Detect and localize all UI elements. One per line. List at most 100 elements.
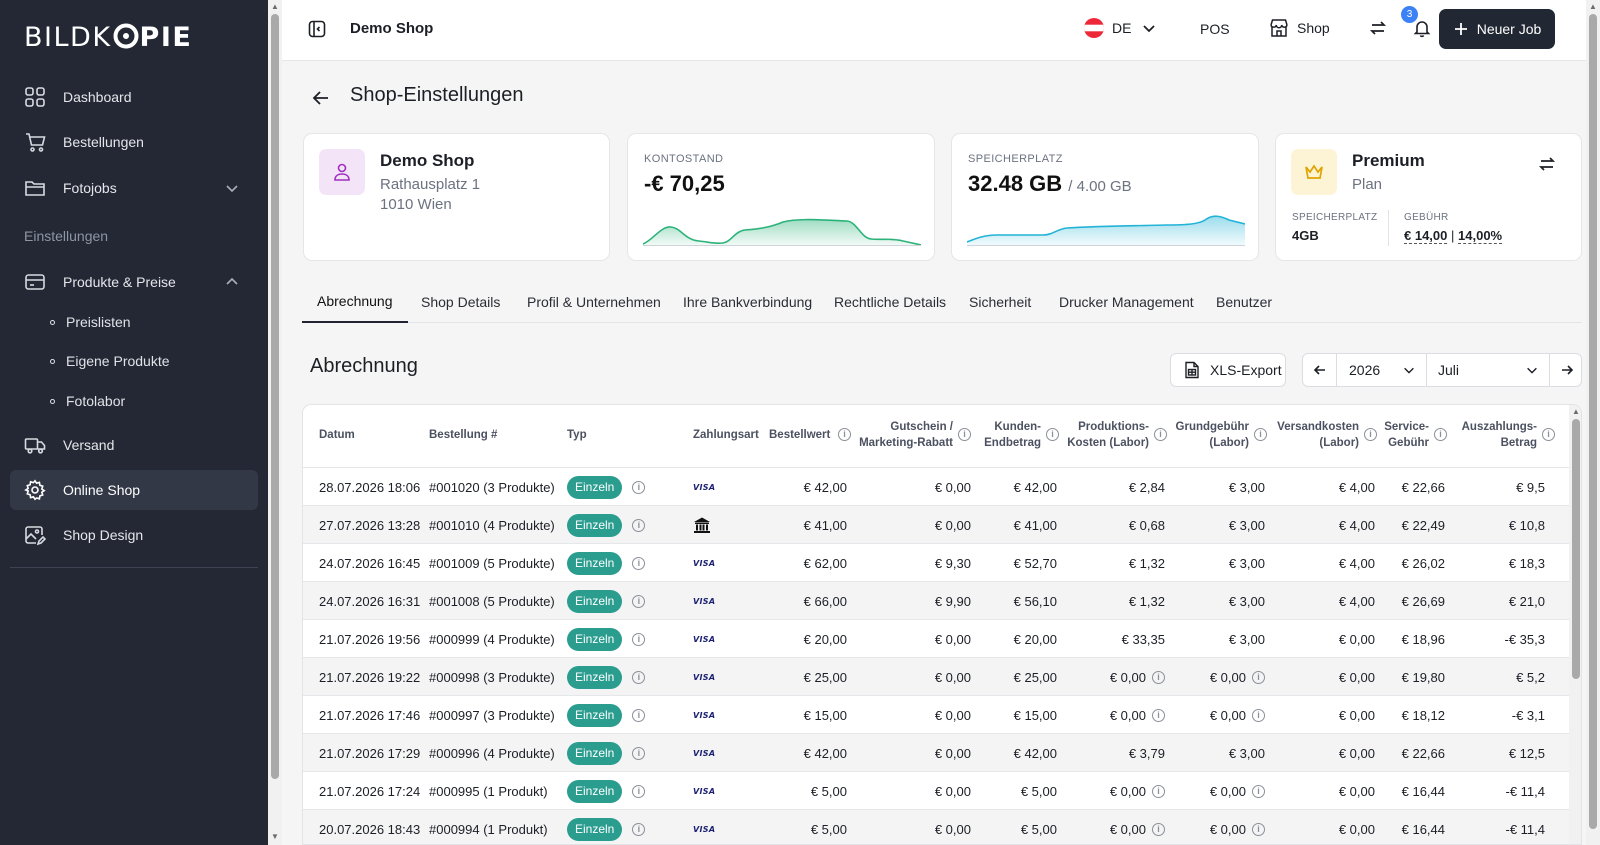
info-icon[interactable]: i (1152, 670, 1165, 684)
sidebar-item-fotojobs[interactable]: Fotojobs (10, 168, 258, 208)
sidebar-item-label: Produkte & Preise (63, 274, 176, 290)
info-icon[interactable]: i (632, 746, 646, 760)
info-icon[interactable]: i (632, 632, 646, 646)
info-icon[interactable]: i (632, 480, 646, 494)
info-icon[interactable]: i (1152, 822, 1165, 836)
tab-benutzer[interactable]: Benutzer (1216, 294, 1273, 310)
sidebar-item-versand[interactable]: Versand (10, 425, 258, 465)
info-icon[interactable]: i (632, 594, 646, 608)
scroll-down-icon[interactable]: ▼ (271, 832, 279, 841)
info-icon[interactable]: i (632, 708, 646, 722)
sidebar-subitem-fotolabor[interactable]: Fotolabor (50, 389, 125, 413)
info-icon[interactable]: i (1542, 428, 1555, 441)
new-job-button[interactable]: Neuer Job (1439, 9, 1555, 49)
cell-kunden: € 25,00 (975, 658, 1057, 696)
next-month-button[interactable] (1550, 354, 1581, 386)
year-select[interactable]: 2026 (1337, 354, 1427, 386)
table-row[interactable]: 24.07.2026 16:31 #001008 (5 Produkte) Einz… (303, 581, 1581, 620)
cell-datum: 24.07.2026 16:45 (319, 544, 420, 582)
sidebar-scrollbar[interactable]: ▲ ▼ (268, 0, 282, 845)
cell-zahlung (693, 506, 763, 544)
tab-drucker-management[interactable]: Drucker Management (1059, 294, 1194, 310)
type-badge[interactable]: Einzeln (567, 627, 623, 651)
type-badge[interactable]: Einzeln (567, 665, 623, 689)
info-icon[interactable]: i (1154, 428, 1167, 441)
tab-abrechnung[interactable]: Abrechnung (302, 281, 408, 323)
table-row[interactable]: 20.07.2026 18:43 #000994 (1 Produkt) Einze… (303, 809, 1581, 844)
type-badge[interactable]: Einzeln (567, 589, 623, 613)
sidebar-subitem-eigene-produkte[interactable]: Eigene Produkte (50, 349, 170, 373)
notifications-button[interactable] (1412, 18, 1432, 38)
info-icon[interactable]: i (1254, 428, 1267, 441)
table-row[interactable]: 21.07.2026 19:22 #000998 (3 Produkte) Einz… (303, 657, 1581, 696)
cell-value: € 33,35 (1121, 631, 1165, 647)
scroll-up-icon[interactable]: ▲ (1572, 407, 1580, 416)
info-icon[interactable]: i (1364, 428, 1377, 441)
sidebar-item-produkte-preise[interactable]: Produkte & Preise (10, 262, 258, 302)
toggle-sidebar-button[interactable] (308, 20, 326, 38)
cell-datum: 28.07.2026 18:06 (319, 468, 420, 506)
info-icon[interactable]: i (838, 428, 851, 441)
cell-value: € 0,00 (1109, 783, 1146, 799)
tab-rechtliche-details[interactable]: Rechtliche Details (834, 294, 947, 310)
table-row[interactable]: 21.07.2026 17:29 #000996 (4 Produkte) Einz… (303, 733, 1581, 772)
type-badge[interactable]: Einzeln (567, 817, 623, 841)
info-icon[interactable]: i (1152, 708, 1165, 722)
cell-datum: 21.07.2026 17:24 (319, 772, 420, 810)
back-button[interactable] (310, 84, 332, 112)
info-icon[interactable]: i (1152, 784, 1165, 798)
info-icon[interactable]: i (1252, 708, 1265, 722)
table-row[interactable]: 21.07.2026 17:24 #000995 (1 Produkt) Einze… (303, 771, 1581, 810)
language-selector[interactable]: DE (1084, 18, 1157, 38)
type-badge[interactable]: Einzeln (567, 513, 623, 537)
table-row[interactable]: 24.07.2026 16:45 #001009 (5 Produkte) Einz… (303, 543, 1581, 582)
switch-button[interactable] (1368, 18, 1388, 38)
info-icon[interactable]: i (1046, 428, 1059, 441)
column-header-text: Kunden- (994, 421, 1041, 433)
pos-button[interactable]: POS (1200, 21, 1230, 37)
table-row[interactable]: 21.07.2026 17:46 #000997 (3 Produkte) Einz… (303, 695, 1581, 734)
scrollbar-thumb[interactable] (271, 14, 279, 779)
sidebar-item-bestellungen[interactable]: Bestellungen (10, 122, 258, 162)
info-icon[interactable]: i (632, 784, 646, 798)
info-icon[interactable]: i (632, 556, 646, 570)
info-icon[interactable]: i (958, 428, 971, 441)
sidebar-item-online-shop[interactable]: Online Shop (10, 470, 258, 510)
type-badge[interactable]: Einzeln (567, 703, 623, 727)
type-badge[interactable]: Einzeln (567, 551, 623, 575)
table-row[interactable]: 21.07.2026 19:56 #000999 (4 Produkte) Einz… (303, 619, 1581, 658)
logo[interactable]: BILDK PIE (24, 22, 192, 53)
tab-profil-unternehmen[interactable]: Profil & Unternehmen (527, 294, 661, 310)
info-icon[interactable]: i (632, 670, 646, 684)
info-icon[interactable]: i (1252, 822, 1265, 836)
change-plan-button[interactable] (1537, 154, 1557, 179)
type-badge[interactable]: Einzeln (567, 779, 623, 803)
type-badge[interactable]: Einzeln (567, 741, 623, 765)
tab-sicherheit[interactable]: Sicherheit (969, 294, 1032, 310)
info-icon[interactable]: i (1434, 428, 1447, 441)
table-row[interactable]: 27.07.2026 13:28 #001010 (4 Produkte) Einz… (303, 505, 1581, 544)
info-icon[interactable]: i (632, 518, 646, 532)
tab-shop-details[interactable]: Shop Details (421, 294, 501, 310)
info-icon[interactable]: i (632, 822, 646, 836)
cell-value: € 16,44 (1401, 783, 1445, 799)
scroll-up-icon[interactable]: ▲ (1589, 2, 1597, 11)
month-select[interactable]: Juli (1427, 354, 1550, 386)
sidebar-item-shop-design[interactable]: Shop Design (10, 515, 258, 555)
cell-datum: 20.07.2026 18:43 (319, 810, 420, 844)
scrollbar-thumb[interactable] (1572, 419, 1580, 679)
tab-bankverbindung[interactable]: Ihre Bankverbindung (683, 294, 813, 310)
shop-button[interactable]: Shop (1269, 18, 1330, 38)
sidebar-item-dashboard[interactable]: Dashboard (10, 77, 258, 117)
xls-export-button[interactable]: XLS-Export (1170, 353, 1286, 387)
table-row[interactable]: 28.07.2026 18:06 #001020 (3 Produkte) Einz… (303, 467, 1581, 506)
sidebar-subitem-preislisten[interactable]: Preislisten (50, 310, 131, 334)
info-icon[interactable]: i (1252, 784, 1265, 798)
table-scrollbar[interactable]: ▲ (1569, 405, 1581, 844)
page-scrollbar[interactable]: ▲ (1586, 0, 1600, 845)
type-badge[interactable]: Einzeln (567, 475, 623, 499)
info-icon[interactable]: i (1252, 670, 1265, 684)
scrollbar-thumb[interactable] (1589, 14, 1597, 829)
scroll-up-icon[interactable]: ▲ (271, 2, 279, 11)
previous-month-button[interactable] (1303, 354, 1337, 386)
